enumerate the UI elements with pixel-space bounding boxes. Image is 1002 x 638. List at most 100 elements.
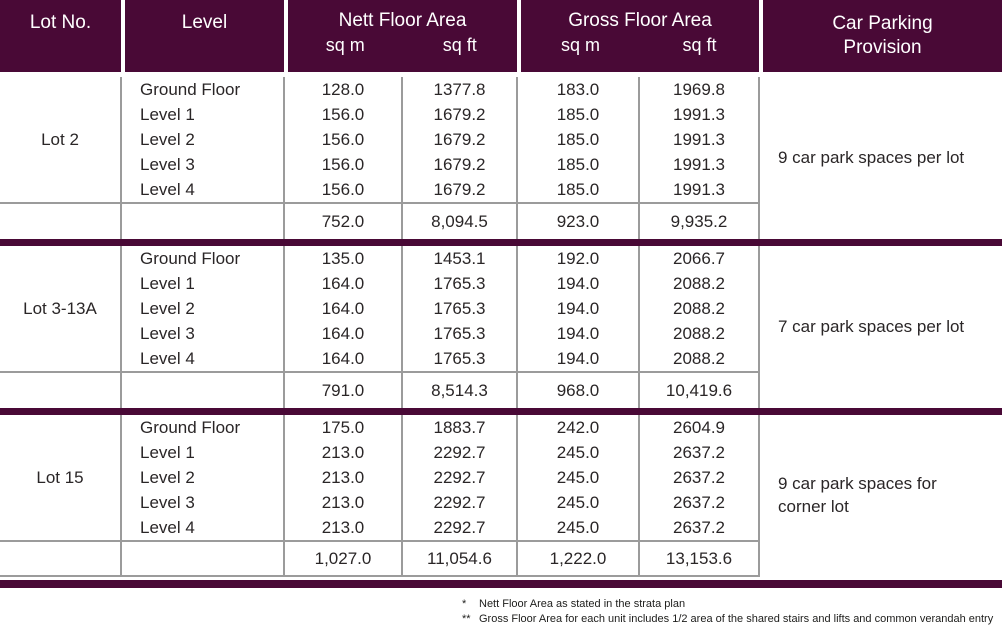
section-divider-bar: [0, 408, 1002, 415]
level-cell: Level 2: [122, 296, 285, 321]
total-gross-sqm: 1,222.0: [518, 540, 640, 577]
gross-sqm-cell: 242.0: [518, 415, 640, 440]
total-nett-sqft: 8,514.3: [403, 371, 518, 408]
footnote-text: Gross Floor Area for each unit includes …: [479, 612, 994, 625]
nett-sqm-cell: 213.0: [285, 440, 403, 465]
nett-sqm-cell: 175.0: [285, 415, 403, 440]
nett-sqft-cell: 2292.7: [403, 440, 518, 465]
nett-sqft-cell: 1679.2: [403, 127, 518, 152]
footnote-marker: *: [462, 598, 467, 610]
nett-sqft-cell: 1679.2: [403, 102, 518, 127]
nett-sqm-cell: 156.0: [285, 152, 403, 177]
level-cell: Level 3: [122, 321, 285, 346]
total-spacer: [122, 202, 285, 239]
lot-label: Lot 15: [0, 415, 122, 540]
footnote-gross: ** Gross Floor Area for each unit includ…: [462, 612, 1002, 627]
table-body: Lot 2 9 car park spaces per lot Ground F…: [0, 77, 1002, 588]
parking-provision-cell: 7 car park spaces per lot: [778, 316, 965, 336]
gross-sqft-cell: 2088.2: [640, 271, 760, 296]
header-nett-floor-area: Nett Floor Area sq m sq ft: [288, 0, 517, 72]
header-gross-units: sq m sq ft: [521, 35, 759, 56]
gross-sqft-cell: 1969.8: [640, 77, 760, 102]
level-cell: Ground Floor: [122, 415, 285, 440]
gross-sqft-cell: 2604.9: [640, 415, 760, 440]
level-cell: Level 4: [122, 177, 285, 202]
nett-sqft-cell: 1765.3: [403, 271, 518, 296]
gross-sqft-cell: 2637.2: [640, 465, 760, 490]
gross-sqm-cell: 194.0: [518, 321, 640, 346]
header-lot-no-label: Lot No.: [29, 12, 92, 33]
level-cell: Level 1: [122, 271, 285, 296]
gross-sqft-cell: 1991.3: [640, 152, 760, 177]
section-lot-2: Lot 2 9 car park spaces per lot Ground F…: [0, 77, 1002, 239]
level-cell: Ground Floor: [122, 246, 285, 271]
gross-sqft-cell: 1991.3: [640, 127, 760, 152]
nett-sqm-cell: 128.0: [285, 77, 403, 102]
table-bottom-bar: [0, 580, 1002, 588]
parking-provision-cell: 9 car park spaces per lot: [778, 147, 965, 167]
lot-label: Lot 3-13A: [0, 246, 122, 371]
footnote-nett: * Nett Floor Area as stated in the strat…: [462, 597, 1002, 612]
gross-sqm-cell: 192.0: [518, 246, 640, 271]
nett-sqft-cell: 1765.3: [403, 346, 518, 371]
table-header: Lot No. Level Nett Floor Area sq m sq ft…: [0, 0, 1002, 72]
nett-sqft-cell: 1679.2: [403, 177, 518, 202]
gross-sqm-cell: 245.0: [518, 440, 640, 465]
gross-sqft-cell: 2088.2: [640, 321, 760, 346]
nett-sqm-cell: 213.0: [285, 515, 403, 540]
nett-sqm-cell: 164.0: [285, 296, 403, 321]
nett-sqft-cell: 1453.1: [403, 246, 518, 271]
gross-sqft-cell: 2637.2: [640, 515, 760, 540]
level-cell: Level 2: [122, 127, 285, 152]
level-cell: Level 1: [122, 102, 285, 127]
total-gross-sqft: 10,419.6: [640, 371, 760, 408]
footnote-text: Nett Floor Area as stated in the strata …: [479, 598, 686, 610]
nett-sqm-cell: 156.0: [285, 127, 403, 152]
nett-sqm-cell: 164.0: [285, 321, 403, 346]
gross-sqft-cell: 2637.2: [640, 490, 760, 515]
header-gross-title: Gross Floor Area: [568, 10, 712, 31]
gross-sqft-cell: 1991.3: [640, 177, 760, 202]
level-cell: Level 3: [122, 152, 285, 177]
gross-sqft-cell: 2088.2: [640, 346, 760, 371]
gross-sqm-cell: 183.0: [518, 77, 640, 102]
total-spacer: [122, 540, 285, 577]
lot-label: Lot 2: [0, 77, 122, 202]
level-cell: Level 2: [122, 465, 285, 490]
level-cell: Level 4: [122, 515, 285, 540]
footnote-marker: **: [462, 612, 471, 625]
header-car-parking: Car Parking Provision: [763, 0, 1002, 72]
nett-sqm-cell: 213.0: [285, 465, 403, 490]
nett-sqft-cell: 1377.8: [403, 77, 518, 102]
header-gross-sqft-label: sq ft: [682, 35, 717, 55]
footnotes: * Nett Floor Area as stated in the strat…: [462, 597, 1002, 626]
gross-sqm-cell: 194.0: [518, 346, 640, 371]
header-level: Level: [125, 0, 284, 72]
gross-sqm-cell: 194.0: [518, 296, 640, 321]
nett-sqft-cell: 2292.7: [403, 465, 518, 490]
total-spacer: [0, 371, 122, 408]
gross-sqft-cell: 2066.7: [640, 246, 760, 271]
parking-provision-cell: 9 car park spaces for corner lot: [778, 474, 937, 516]
header-nett-sqft-label: sq ft: [442, 35, 477, 55]
total-nett-sqm: 791.0: [285, 371, 403, 408]
header-nett-sqm-label: sq m: [325, 35, 365, 55]
nett-sqft-cell: 1883.7: [403, 415, 518, 440]
gross-sqft-cell: 2088.2: [640, 296, 760, 321]
total-nett-sqm: 1,027.0: [285, 540, 403, 577]
header-nett-units: sq m sq ft: [288, 35, 517, 56]
gross-sqm-cell: 245.0: [518, 490, 640, 515]
gross-sqft-cell: 1991.3: [640, 102, 760, 127]
level-cell: Level 3: [122, 490, 285, 515]
section-lot-15: Lot 15 9 car park spaces for corner lot …: [0, 415, 1002, 577]
nett-sqm-cell: 213.0: [285, 490, 403, 515]
gross-sqm-cell: 185.0: [518, 152, 640, 177]
header-gross-floor-area: Gross Floor Area sq m sq ft: [521, 0, 759, 72]
level-cell: Level 1: [122, 440, 285, 465]
nett-sqm-cell: 156.0: [285, 102, 403, 127]
nett-sqm-cell: 164.0: [285, 346, 403, 371]
total-nett-sqm: 752.0: [285, 202, 403, 239]
header-nett-title: Nett Floor Area: [338, 10, 467, 31]
header-lot-no: Lot No.: [0, 0, 121, 72]
